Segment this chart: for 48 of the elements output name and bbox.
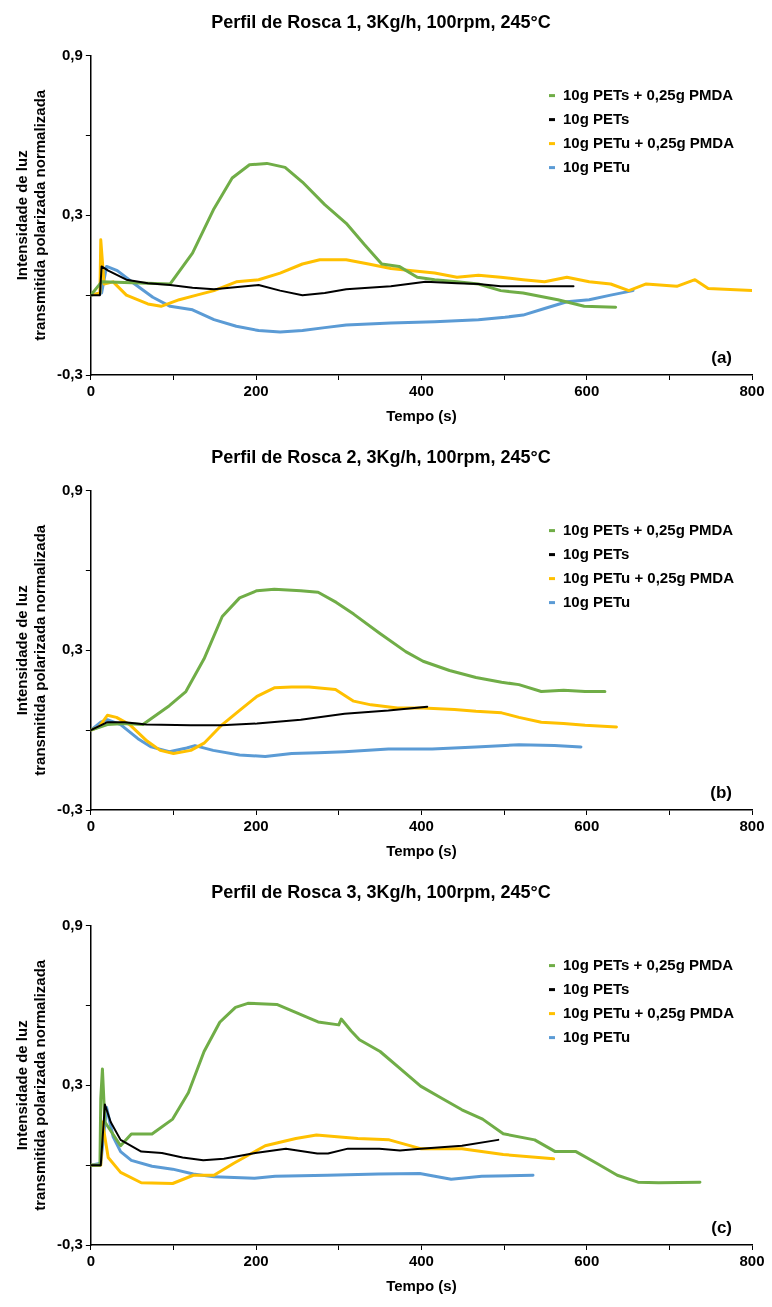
annotation: (a) — [711, 348, 732, 368]
y-axis-title: Intensidade de luz transmitida polarizada normalizada — [13, 959, 49, 1211]
legend-label: 10g PETu — [562, 592, 631, 610]
y-tick-label: 0,9 — [61, 915, 83, 933]
x-axis-title: Tempo (s) — [386, 407, 457, 425]
x-tick-label: 400 — [408, 1252, 434, 1270]
x-tick-label: 0 — [86, 1252, 96, 1270]
x-axis-title: Tempo (s) — [386, 842, 457, 860]
y-axis-title: Intensidade de luz transmitida polarizada normalizada — [13, 89, 49, 341]
y-tick-label: 0,3 — [61, 205, 83, 223]
x-axis-title: Tempo (s) — [386, 1277, 457, 1295]
x-tick-label: 200 — [243, 817, 269, 835]
y-tick-label: -0,3 — [56, 1235, 83, 1253]
annotation: (b) — [710, 783, 732, 803]
y-tick-label: 0,3 — [61, 1075, 83, 1093]
legend-label: 10g PETu + 0,25g PMDA — [562, 568, 735, 586]
chart-title: Perfil de Rosca 3, 3Kg/h, 100rpm, 245°C — [211, 881, 551, 902]
x-tick-label: 400 — [408, 382, 434, 400]
x-tick-label: 800 — [739, 817, 765, 835]
legend-label: 10g PETs — [562, 109, 630, 127]
y-tick-label: 0,9 — [61, 480, 83, 498]
x-tick-label: 800 — [739, 1252, 765, 1270]
legend-label: 10g PETu + 0,25g PMDA — [562, 133, 735, 151]
legend-label: 10g PETs — [562, 979, 630, 997]
y-tick-label: 0,3 — [61, 640, 83, 658]
y-tick-label: 0,9 — [61, 45, 83, 63]
x-tick-label: 600 — [574, 817, 600, 835]
x-tick-label: 800 — [739, 382, 765, 400]
x-tick-label: 200 — [243, 382, 269, 400]
chart-title: Perfil de Rosca 2, 3Kg/h, 100rpm, 245°C — [211, 446, 551, 467]
x-tick-label: 600 — [574, 1252, 600, 1270]
chart-title: Perfil de Rosca 1, 3Kg/h, 100rpm, 245°C — [211, 11, 551, 32]
x-tick-label: 400 — [408, 817, 434, 835]
x-tick-label: 0 — [86, 817, 96, 835]
legend-label: 10g PETs + 0,25g PMDA — [562, 955, 734, 973]
legend-label: 10g PETs + 0,25g PMDA — [562, 85, 734, 103]
x-tick-label: 600 — [574, 382, 600, 400]
legend-label: 10g PETs + 0,25g PMDA — [562, 520, 734, 538]
annotation: (c) — [711, 1218, 732, 1238]
legend-label: 10g PETu — [562, 157, 631, 175]
x-tick-label: 200 — [243, 1252, 269, 1270]
legend-label: 10g PETu + 0,25g PMDA — [562, 1003, 735, 1021]
legend-label: 10g PETs — [562, 544, 630, 562]
legend-label: 10g PETu — [562, 1027, 631, 1045]
y-tick-label: -0,3 — [56, 365, 83, 383]
y-tick-label: -0,3 — [56, 800, 83, 818]
x-tick-label: 0 — [86, 382, 96, 400]
y-axis-title: Intensidade de luz transmitida polarizada normalizada — [13, 524, 49, 776]
